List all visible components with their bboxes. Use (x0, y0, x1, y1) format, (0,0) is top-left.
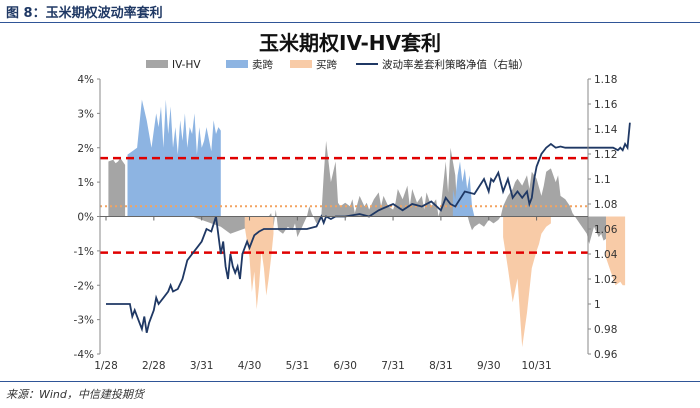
right-tick-label: 0.98 (594, 324, 617, 336)
x-tick-label: 4/30 (238, 360, 262, 372)
right-tick-label: 1.08 (594, 199, 617, 211)
right-tick-label: 0.96 (594, 349, 618, 361)
legend-label: 波动率差套利策略净值（右轴） (382, 58, 529, 71)
header-rule (0, 22, 700, 23)
figure-caption: 图 8：玉米期权波动率套利 (6, 6, 163, 21)
axes: 4% 3% 2% 1% 0% -1% -2% -3% -4% 1.18 1.16 1.14 1.12 1.… (74, 74, 618, 372)
right-tick-label: 1 (594, 299, 601, 311)
right-tick-label: 1.14 (594, 124, 618, 136)
x-tick-label: 7/31 (381, 360, 405, 372)
left-tick-label: 4% (77, 74, 94, 86)
x-tick-label: 5/31 (286, 360, 310, 372)
chart: 玉米期权IV-HV套利 IV-HV 卖跨 买跨 波动率差套利策略净值（右轴） 4% 3%… (74, 31, 631, 372)
left-tick-label: 1% (77, 177, 94, 189)
chart-title: 玉米期权IV-HV套利 (259, 31, 441, 55)
x-tick-label: 2/28 (142, 360, 166, 372)
left-tick-label: 0% (77, 212, 94, 224)
x-tick-label: 9/30 (477, 360, 501, 372)
legend-swatch (290, 60, 312, 68)
plot-area (100, 99, 631, 348)
legend-swatch (226, 60, 248, 68)
x-tick-label: 1/28 (94, 360, 118, 372)
footer-rule (0, 381, 700, 382)
right-tick-label: 1.02 (594, 274, 617, 286)
left-tick-label: 2% (77, 143, 94, 155)
x-tick-label: 6/30 (333, 360, 357, 372)
legend-swatch (146, 60, 168, 68)
x-tick-label: 8/31 (429, 360, 453, 372)
left-tick-label: -3% (74, 315, 94, 327)
series-area-buy (244, 216, 626, 348)
right-tick-label: 1.16 (594, 99, 618, 111)
right-tick-label: 1.1 (594, 174, 611, 186)
left-tick-label: -1% (74, 246, 94, 258)
x-tick-label: 10/31 (521, 360, 551, 372)
series-line-nav (106, 122, 631, 334)
legend: IV-HV 卖跨 买跨 波动率差套利策略净值（右轴） (146, 58, 529, 71)
source-note: 来源：Wind，中信建投期货 (6, 388, 144, 401)
legend-label: 买跨 (316, 59, 337, 71)
right-tick-label: 1.12 (594, 149, 617, 161)
legend-label: 卖跨 (252, 59, 273, 71)
left-tick-label: -4% (74, 349, 94, 361)
legend-label: IV-HV (172, 59, 201, 71)
right-tick-label: 1.18 (594, 74, 617, 86)
left-tick-label: -2% (74, 280, 94, 292)
x-tick-label: 3/31 (190, 360, 214, 372)
right-tick-label: 1.06 (594, 224, 618, 236)
right-tick-label: 1.04 (594, 249, 618, 261)
series-area-sell (127, 99, 475, 217)
left-tick-label: 3% (77, 108, 94, 120)
